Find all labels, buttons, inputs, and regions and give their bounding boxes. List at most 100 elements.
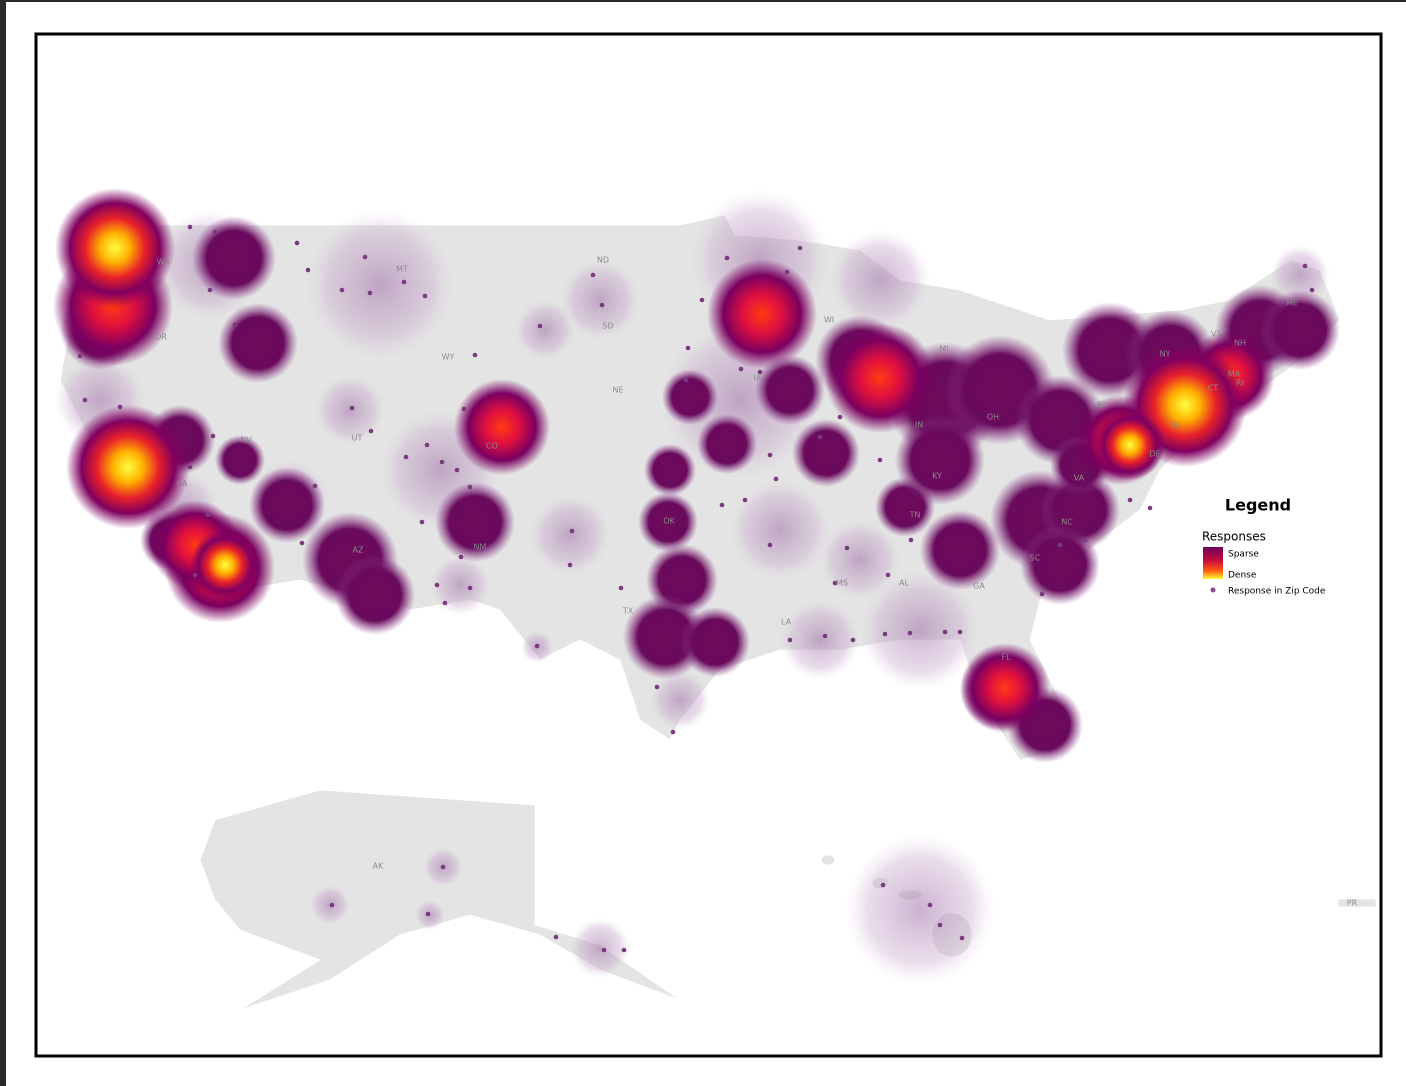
state-label: OH	[987, 413, 999, 422]
response-point	[454, 467, 460, 473]
state-label: DE	[1149, 450, 1160, 459]
response-point	[742, 497, 748, 503]
response-point	[467, 585, 473, 591]
state-label: VA	[1074, 474, 1085, 483]
response-point	[787, 637, 793, 643]
state-label: WA	[157, 258, 170, 267]
legend-dense: Dense	[1228, 571, 1257, 581]
state-label: AK	[373, 862, 384, 871]
state-label: NJ	[1171, 421, 1179, 430]
state-label: NC	[1061, 518, 1073, 527]
window-edge	[0, 0, 1406, 2]
state-label: AZ	[353, 546, 364, 555]
legend-point-label: Response in Zip Code	[1228, 587, 1326, 597]
heat-blob	[435, 482, 515, 562]
response-point	[590, 272, 596, 278]
heat-blob	[644, 444, 696, 496]
heat-blob	[1020, 525, 1100, 605]
response-point	[401, 279, 407, 285]
heat-blob	[662, 369, 718, 425]
response-point	[784, 269, 790, 275]
response-point	[1039, 591, 1045, 597]
response-point	[424, 442, 430, 448]
response-point	[844, 545, 850, 551]
response-point	[654, 684, 660, 690]
state-label: RI	[1236, 379, 1244, 388]
response-point	[719, 502, 725, 508]
heat-blob	[454, 379, 550, 475]
heat-blob	[830, 230, 930, 330]
heat-blob	[530, 495, 610, 575]
response-point	[294, 240, 300, 246]
legend-subtitle: Responses	[1202, 530, 1266, 544]
window-edge	[0, 0, 6, 1086]
heat-blob	[650, 670, 710, 730]
response-point	[773, 476, 779, 482]
response-point	[440, 864, 446, 870]
response-point	[569, 528, 575, 534]
response-point	[738, 366, 744, 372]
legend-title: Legend	[1225, 496, 1291, 515]
heat-blob	[215, 435, 265, 485]
response-point	[82, 397, 88, 403]
heat-blob	[680, 607, 750, 677]
heat-blob	[825, 323, 935, 433]
state-label: SC	[1030, 554, 1041, 563]
heat-blob	[570, 918, 630, 978]
response-point	[837, 414, 843, 420]
heat-blob	[190, 530, 260, 600]
state-label: WI	[824, 316, 834, 325]
heat-blob	[638, 492, 698, 552]
response-point	[305, 267, 311, 273]
state-label: WY	[442, 353, 455, 362]
state-label: LA	[781, 618, 792, 627]
points-layer	[77, 224, 1315, 953]
response-point	[567, 562, 573, 568]
response-point	[442, 600, 448, 606]
response-point	[362, 254, 368, 260]
state-label: NY	[1160, 350, 1171, 359]
response-point	[797, 245, 803, 251]
response-point	[534, 643, 540, 649]
response-point	[927, 902, 933, 908]
state-label: AL	[899, 579, 909, 588]
response-point	[207, 287, 213, 293]
heat-blob	[218, 303, 298, 383]
response-point	[724, 255, 730, 261]
response-point	[419, 519, 425, 525]
legend-ramp	[1203, 547, 1223, 579]
state-label: UT	[352, 434, 363, 443]
state-label: MT	[396, 265, 408, 274]
state-label: TN	[909, 511, 921, 520]
response-point	[877, 457, 883, 463]
response-point	[621, 947, 627, 953]
state-label: PA	[1097, 401, 1107, 410]
response-point	[312, 483, 318, 489]
heat-blob	[335, 555, 415, 635]
response-point	[907, 630, 913, 636]
response-point	[467, 484, 473, 490]
heat-blob	[697, 414, 757, 474]
response-point	[767, 452, 773, 458]
state-label: MS	[836, 579, 848, 588]
response-point	[403, 454, 409, 460]
state-label: ND	[597, 256, 609, 265]
heat-blob	[860, 570, 980, 690]
state-label: IN	[915, 421, 923, 430]
response-point	[850, 637, 856, 643]
heat-blob	[305, 210, 455, 360]
response-point	[349, 405, 355, 411]
response-point	[1147, 505, 1153, 511]
response-point	[822, 633, 828, 639]
response-point	[757, 369, 763, 375]
response-point	[670, 729, 676, 735]
response-point	[767, 542, 773, 548]
state-label: CA	[176, 480, 188, 489]
legend-point	[1210, 587, 1216, 593]
state-label: KY	[932, 472, 942, 481]
heat-layer	[53, 188, 1340, 985]
response-point	[618, 585, 624, 591]
state-label: MI	[939, 345, 948, 354]
heat-blob	[249, 467, 325, 543]
heat-blob	[1270, 245, 1330, 305]
